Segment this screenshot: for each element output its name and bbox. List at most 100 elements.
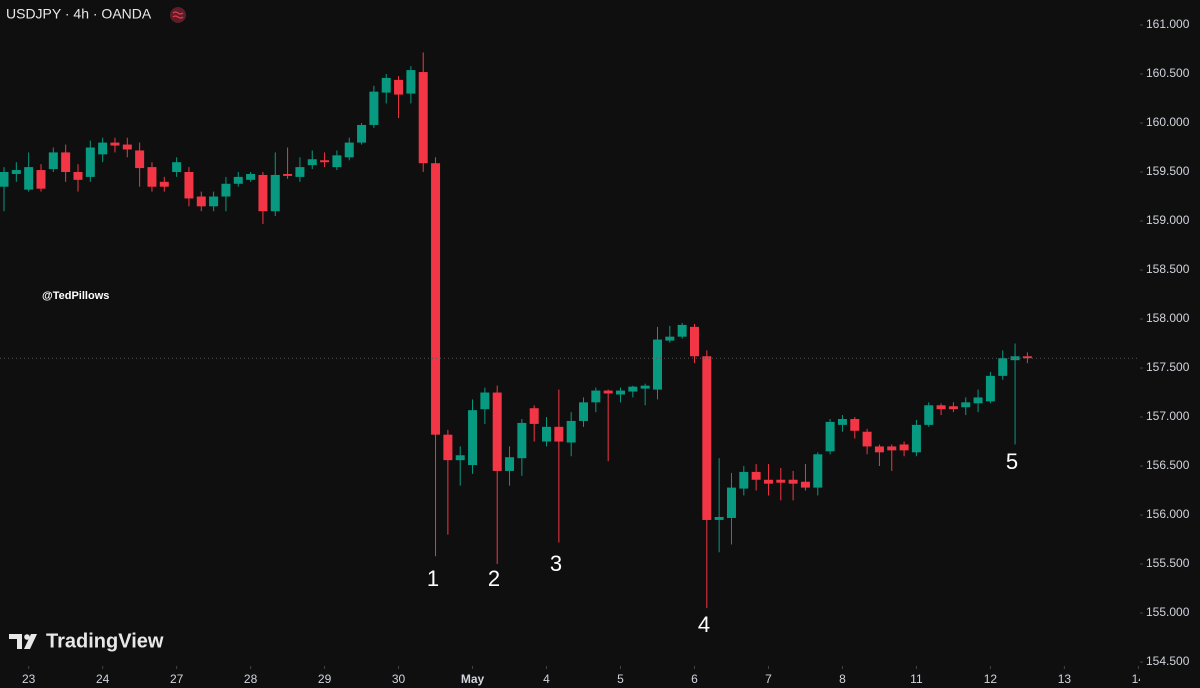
wave-label: 4 [698,612,710,637]
candle-body [295,167,305,177]
candle-body [862,431,872,447]
indicator-icon [170,7,186,23]
candle-body [677,324,687,337]
candle-body [11,170,21,174]
y-tick-label: 160.000 [1146,115,1190,129]
x-tick-label: 23 [22,672,36,686]
candle-body [480,392,490,410]
candle-body [122,144,132,150]
candle-body [751,471,761,480]
candle-body [196,196,206,207]
candle-body [344,142,354,158]
watermark: @TedPillows [42,290,109,302]
x-tick-label: 28 [244,672,258,686]
candle-body [381,77,391,93]
candle-body [985,375,995,402]
brand-logo [9,634,37,649]
candle-body [739,471,749,489]
candle-body [628,386,638,392]
candle-body [529,408,539,424]
candle-body [788,479,798,484]
candle-body [24,167,34,190]
axes: 161.000 160.500 160.000 159.500 159.000 158.5… [1140,17,1190,668]
candle-body [394,79,404,95]
candle-body [270,174,280,212]
candle-body [209,196,219,207]
candle-body [665,336,675,341]
candle-body [283,173,293,176]
wave-label: 5 [1006,449,1018,474]
candle-body [776,479,786,483]
candle-body [973,397,983,404]
candle-body [320,160,330,163]
candle-body [813,454,823,488]
x-tick-label: 29 [318,672,332,686]
candle-body [825,421,835,452]
candle-body [455,455,465,461]
y-tick-label: 154.500 [1146,654,1190,668]
brand-name: TradingView [46,630,164,652]
candle-body [233,176,243,184]
wave-label: 2 [488,566,500,591]
candle-body [85,147,95,177]
candle-body [652,339,662,390]
y-tick-label: 159.000 [1146,213,1190,227]
y-tick-label: 158.500 [1146,262,1190,276]
candle-body [61,152,71,173]
candle-body [899,444,909,451]
x-tick-label: 5 [617,672,624,686]
wave-label: 3 [550,551,562,576]
candle-body [850,418,860,431]
candle-body [517,422,527,459]
x-tick-label: 8 [839,672,846,686]
candle-body [961,402,971,408]
candle-body [837,418,847,425]
candle-body [714,517,724,520]
x-tick-label: 27 [170,672,184,686]
candle-body [948,406,958,410]
candle-body [702,356,712,520]
candle-body [184,172,194,199]
candle-body [874,446,884,453]
x-tick-label: 14 [1132,672,1146,686]
candle-body [566,420,576,443]
candle-body [357,124,367,143]
candle-body [0,172,9,187]
candle-body [763,479,773,484]
candle-body [689,326,699,357]
x-tick-label: 12 [984,672,998,686]
y-tick-label: 160.500 [1146,66,1190,80]
candle-body [936,405,946,410]
candle-body [468,410,478,466]
wave-label: 1 [427,566,439,591]
candle-body [36,170,46,189]
candle-body [887,446,897,451]
candle-body [135,150,145,169]
candle-body [406,70,416,94]
plot-area: 23 24 27 28 29 30 May 4 5 6 7 8 11 12 13 14 [0,52,1146,686]
candle-body [542,426,552,442]
x-tick-label: 4 [543,672,550,686]
candle-body [73,172,83,180]
candle-body [172,162,182,173]
candle-body [603,390,613,394]
chart-title: USDJPY · 4h · OANDA [6,6,152,22]
candle-body [554,426,564,442]
candle-body [505,457,515,471]
y-tick-label: 156.000 [1146,507,1190,521]
candle-body [1022,356,1032,359]
y-tick-label: 159.500 [1146,164,1190,178]
y-tick-label: 155.500 [1146,556,1190,570]
candle-body [492,392,502,471]
candle-body [98,142,108,155]
x-tick-label: 11 [910,672,923,686]
candle-body [221,183,231,197]
x-tick-label: May [461,672,485,686]
candle-body [640,385,650,389]
x-tick-label: 24 [96,672,110,686]
candle-body [418,72,428,164]
candle-body [800,481,810,488]
y-tick-label: 158.000 [1146,311,1190,325]
candle-body [911,424,921,453]
